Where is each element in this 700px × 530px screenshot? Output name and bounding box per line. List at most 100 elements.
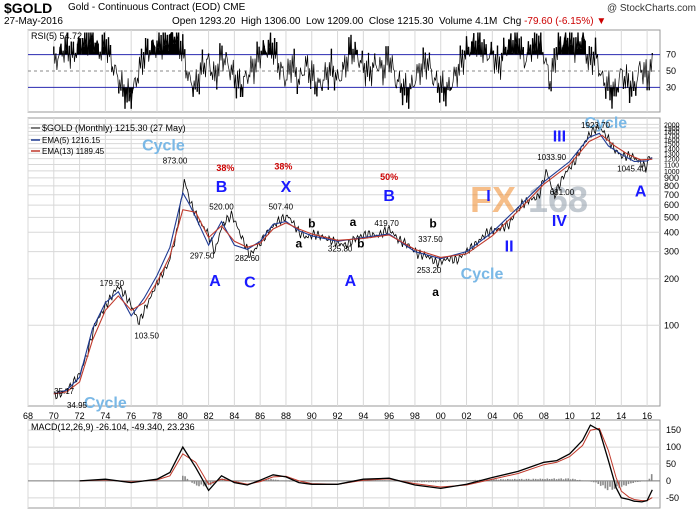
annotation-wave: A	[635, 184, 647, 201]
down-arrow-icon: ▼	[596, 16, 607, 27]
price-legend: $GOLD (Monthly) 1215.30 (27 May)	[42, 123, 186, 133]
annotation-value: 520.00	[209, 203, 234, 212]
annotation-cycle: Cycle	[142, 138, 185, 155]
annotation-value: 873.00	[163, 156, 188, 165]
annotation-wave: IV	[552, 213, 567, 230]
annotation-value: 419.70	[374, 219, 399, 228]
price-tick-label: 1500	[664, 142, 680, 149]
watermark-fx: FX	[470, 179, 516, 220]
annotation-value: 337.50	[418, 235, 443, 244]
volume-value: 4.1M	[475, 16, 498, 27]
annotation-wave: B	[216, 179, 228, 196]
annotation-wave: A	[209, 273, 221, 290]
close-label: Close	[368, 16, 395, 27]
watermark-168: 168	[528, 179, 588, 220]
credit: @ StockCharts.com	[606, 3, 696, 14]
annotation-wave: C	[244, 275, 256, 292]
annotation-value: 282.60	[235, 254, 260, 263]
annotation-wave: II	[505, 239, 514, 256]
x-tick-label: 92	[333, 411, 343, 421]
instrument-description: Gold - Continuous Contract (EOD)	[68, 2, 221, 13]
price-tick-label: 1400	[664, 146, 680, 153]
exchange: CME	[223, 2, 246, 13]
price-tick-label: 1300	[664, 151, 680, 158]
instrument-name: Gold - Continuous Contract (EOD) CME	[68, 2, 245, 13]
price-tick-label: 2000	[664, 122, 680, 129]
x-tick-label: 06	[513, 411, 523, 421]
annotation-cycle: Cycle	[461, 266, 504, 283]
high-value: 1306.00	[264, 16, 301, 27]
x-tick-label: 94	[358, 411, 368, 421]
open-label: Open	[172, 16, 197, 27]
macd-tick-label: 100	[666, 442, 681, 452]
x-tick-label: 70	[49, 411, 59, 421]
price-tick-label: 900	[664, 173, 679, 183]
price-tick-label: 200	[664, 274, 679, 284]
volume-label: Volume	[438, 16, 473, 27]
macd-panel: -50 0 50 100 150 MACD(12,26,9) -26.104, -49.3…	[27, 419, 681, 509]
annotation-value: 34.95	[67, 401, 88, 410]
annotation-value: 35.17	[54, 387, 75, 396]
chg-label: Chg	[502, 16, 522, 27]
price-tick-label: 400	[664, 227, 679, 237]
low-value: 1209.00	[327, 16, 364, 27]
annotation-minor: a	[432, 285, 439, 299]
price-line	[53, 124, 652, 400]
price-tick-label: 600	[664, 200, 679, 210]
macd-tick-label: 0	[666, 476, 671, 486]
x-tick-label: 72	[75, 411, 85, 421]
rsi-line	[53, 32, 653, 109]
annotation-minor: b	[308, 216, 315, 230]
x-tick-label: 02	[462, 411, 472, 421]
price-frame	[27, 117, 661, 407]
price-tick-label: 1100	[664, 162, 679, 169]
annotation-value: 1045.40	[617, 165, 646, 174]
ema5-line	[53, 132, 653, 395]
annotation-value: 507.40	[269, 203, 294, 212]
x-tick-label: 96	[384, 411, 394, 421]
price-tick-label: 100	[664, 320, 679, 330]
price-tick-label: 1700	[664, 133, 680, 140]
annotation-wave: X	[281, 179, 292, 196]
annotation-value: 1033.90	[537, 153, 566, 162]
annotation-minor: a	[350, 215, 357, 229]
close-value: 1215.30	[397, 16, 434, 27]
rsi-frame	[27, 29, 661, 113]
rsi-tick-label: 30	[666, 82, 676, 92]
low-label: Low	[306, 16, 325, 27]
annotation-value: 297.50	[190, 252, 215, 261]
macd-legend: MACD(12,26,9) -26.104, -49.340, 23.236	[31, 422, 195, 432]
rsi-tick-label: 50	[666, 66, 676, 76]
x-tick-label: 68	[23, 411, 33, 421]
ema5-legend: EMA(5) 1216.15	[42, 136, 101, 145]
rsi-legend: RSI(5) 54.72	[31, 31, 82, 41]
x-tick-label: 84	[229, 411, 239, 421]
price-tick-label: 500	[664, 212, 679, 222]
x-tick-label: 76	[126, 411, 136, 421]
price-panel: 1002003004005006007008009001000110012001…	[27, 115, 680, 412]
chart-header: $GOLD Gold - Continuous Contract (EOD) C…	[0, 0, 700, 30]
annotation-wave: A	[345, 273, 357, 290]
annotation-value: 253.20	[417, 266, 442, 275]
x-tick-label: 10	[565, 411, 575, 421]
ema13-legend: EMA(13) 1189.45	[42, 147, 105, 156]
annotation-minor: a	[296, 237, 303, 251]
macd-line	[79, 424, 653, 503]
price-tick-label: 1000	[664, 169, 680, 176]
x-tick-label: 98	[410, 411, 420, 421]
x-axis: 68 70 72 74 76 78 80 82 84 86 88 90 92 94 96 98 00 02 04 06…	[23, 411, 652, 421]
price-tick-label: 1200	[664, 157, 680, 164]
annotation-value: 325.80	[328, 245, 353, 254]
price-tick-label: 800	[664, 181, 679, 191]
macd-tick-label: 150	[666, 425, 681, 435]
x-tick-label: 16	[642, 411, 652, 421]
chg-value: -79.60 (-6.15%)	[524, 16, 594, 27]
price-tick-label: 300	[664, 247, 679, 257]
x-tick-label: 80	[178, 411, 188, 421]
price-tick-label: 1800	[664, 129, 680, 136]
annotation-minor: b	[429, 216, 436, 230]
x-tick-label: 88	[281, 411, 291, 421]
macd-tick-label: 50	[666, 459, 676, 469]
x-tick-label: 86	[255, 411, 265, 421]
annotation-pct: 38%	[216, 163, 234, 173]
